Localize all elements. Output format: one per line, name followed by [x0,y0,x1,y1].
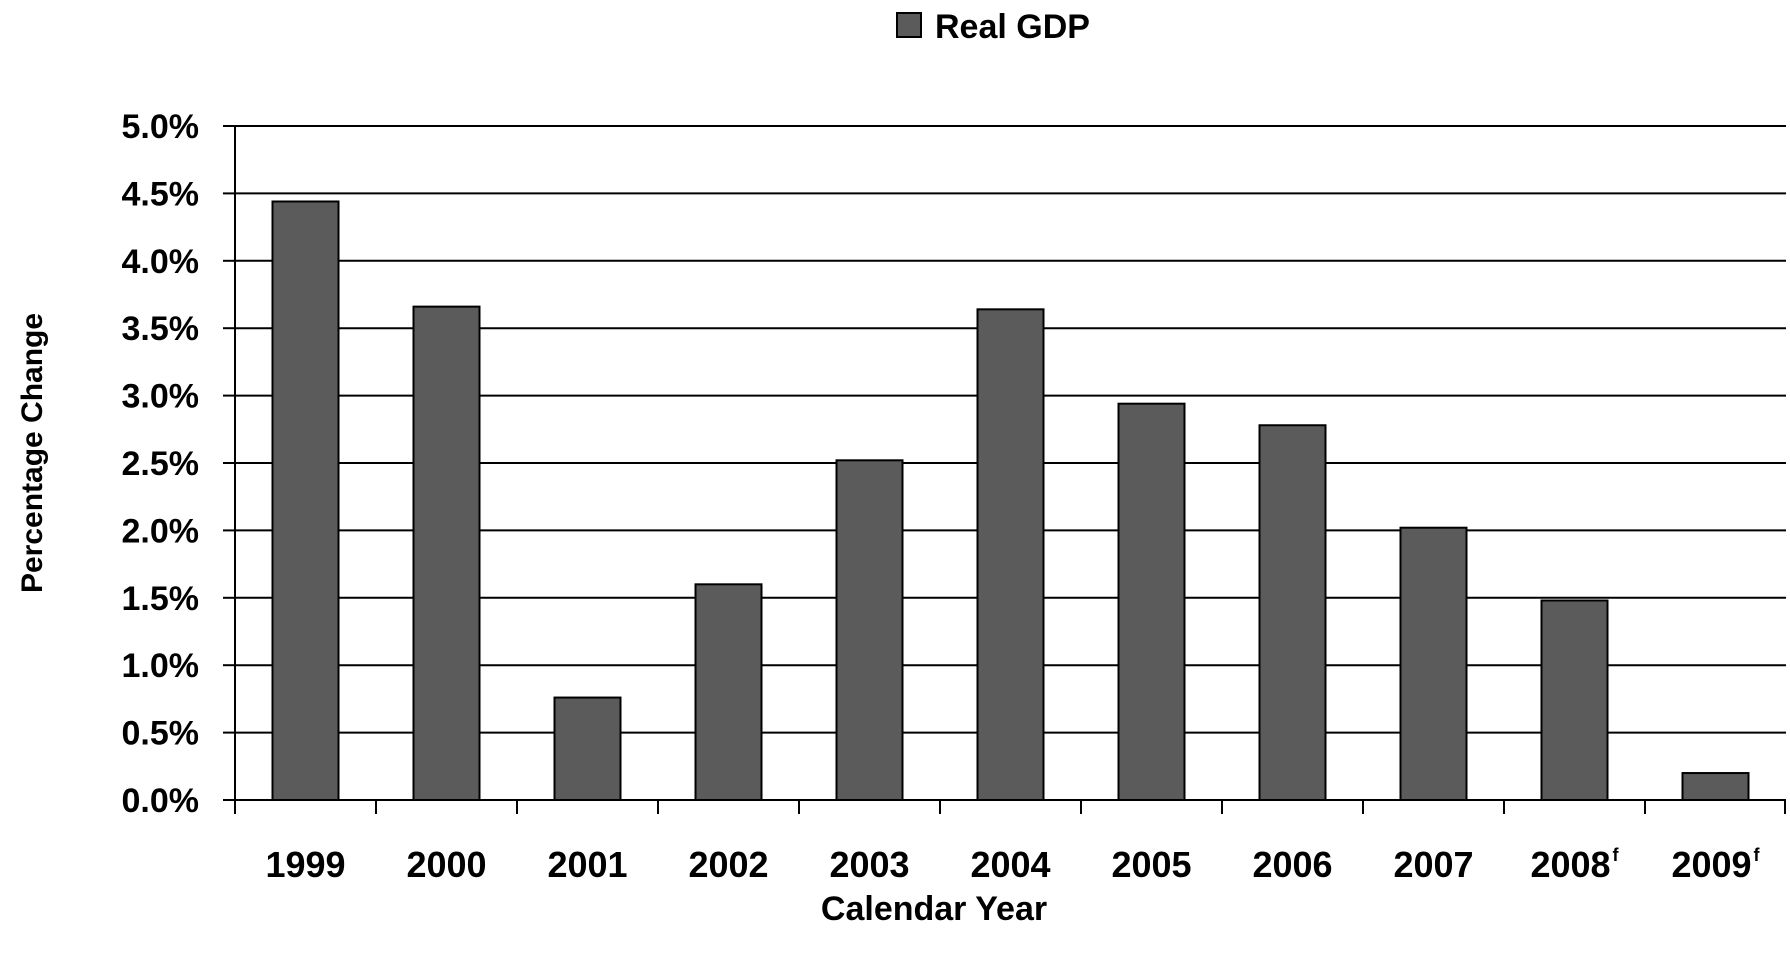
x-axis-title: Calendar Year [821,890,1047,928]
legend-label-real-gdp: Real GDP [935,8,1090,46]
x-tick-label-year: 2004 [970,844,1050,885]
x-tick-label-superscript: f [1754,845,1761,865]
bar-2009 [1681,772,1750,801]
y-tick-labels: 0.0% 0.5% 1.0% 1.5% 2.0% 2.5% 3.0% 3.5% 4.0% 4.5%… [122,108,200,820]
x-tick-label-2001: 2001 [547,844,627,885]
bar-2003 [835,459,904,801]
x-tick-label-year: 2002 [688,844,768,885]
bar-2005 [1117,402,1186,801]
x-tick-label-year: 1999 [265,844,345,885]
y-tick-label-4: 2.0% [122,512,200,550]
x-tick-label-year: 2003 [829,844,909,885]
x-tick-label-year: 2008 [1530,844,1610,885]
y-tick-label-7: 3.5% [122,310,200,348]
bar-2000 [412,305,481,801]
x-tick-label-2008: 2008 f [1530,844,1619,885]
axes [223,125,1786,814]
y-tick-label-10: 5.0% [122,108,200,146]
legend: Real GDP [896,8,1090,46]
bar-2007 [1399,526,1468,801]
x-tick-label-superscript: f [1613,845,1620,865]
x-tick-label-year: 2009 [1671,844,1751,885]
bar-2002 [694,583,763,801]
bar-2006 [1258,424,1327,801]
x-tick-label-year: 2005 [1111,844,1191,885]
bar-1999 [271,200,340,802]
x-tick-label-2006: 2006 [1252,844,1332,885]
x-tick-label-2000: 2000 [406,844,486,885]
x-tick-label-2004: 2004 [970,844,1050,885]
x-tick-label-year: 2000 [406,844,486,885]
bar-2001 [553,696,622,801]
x-tick-label-year: 2001 [547,844,627,885]
x-tick-label-1999: 1999 [265,844,345,885]
y-tick-label-2: 1.0% [122,647,200,685]
y-axis-title: Percentage Change [16,313,49,593]
y-tick-label-5: 2.5% [122,445,200,483]
x-tick-label-2007: 2007 [1393,844,1473,885]
x-tick-label-2005: 2005 [1111,844,1191,885]
x-tick-label-year: 2006 [1252,844,1332,885]
x-tick-label-2002: 2002 [688,844,768,885]
x-tick-label-2003: 2003 [829,844,909,885]
bars [271,200,1750,802]
bar-2008 [1540,599,1609,801]
x-tick-label-2009: 2009 f [1671,844,1760,885]
y-tick-label-9: 4.5% [122,175,200,213]
y-tick-label-3: 1.5% [122,580,200,618]
y-tick-label-1: 0.5% [122,715,200,753]
y-tick-label-0: 0.0% [122,782,200,820]
x-tick-labels: 1999 2000 2001 2002 2003 2004 2005 2006 2007 2008… [265,844,1760,885]
x-tick-label-year: 2007 [1393,844,1473,885]
bar-2004 [976,308,1045,801]
y-tick-label-6: 3.0% [122,378,200,416]
legend-swatch-real-gdp [896,12,922,38]
y-tick-label-8: 4.0% [122,243,200,281]
